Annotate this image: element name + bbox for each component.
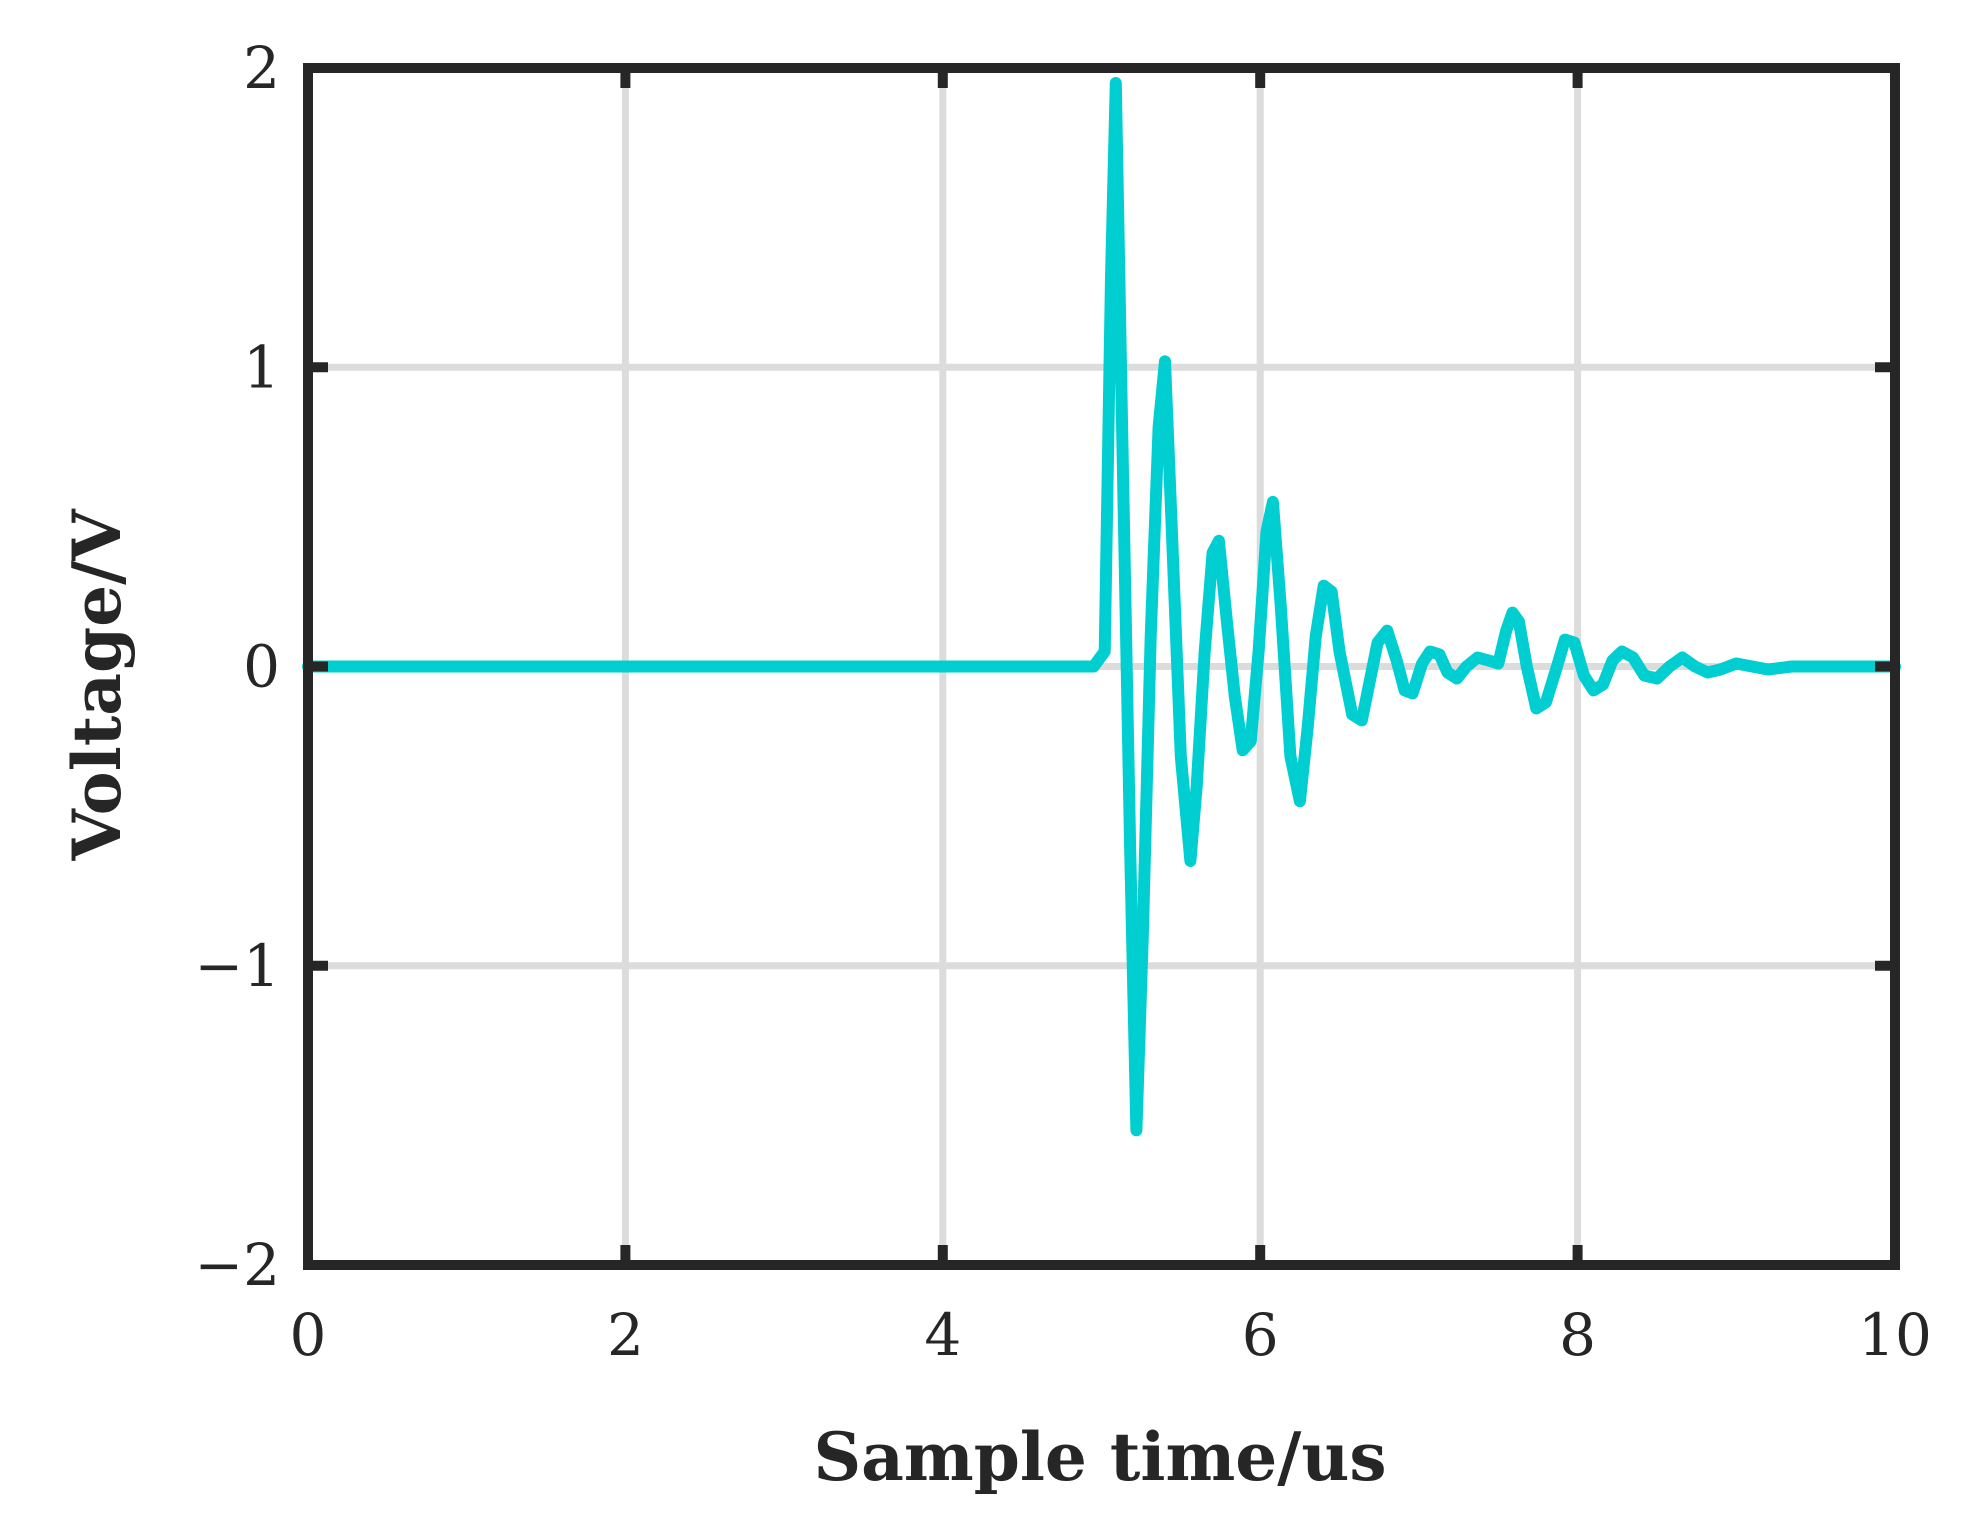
- x-tick-label: 2: [607, 1301, 644, 1369]
- y-tick-label: 0: [243, 633, 280, 701]
- y-axis-title: Voltage/V: [58, 508, 136, 862]
- y-tick-label: −2: [195, 1231, 281, 1299]
- series-line: [302, 77, 1901, 1137]
- x-tick-label: 4: [924, 1301, 961, 1369]
- y-tick-label: 2: [243, 34, 280, 102]
- x-tick-label: 6: [1242, 1301, 1279, 1369]
- x-axis-title: Sample time/us: [813, 1418, 1386, 1496]
- tick-labels: 0 2 4 6 8 10 −2 −1 0 1 2: [195, 34, 1932, 1369]
- x-tick-label: 10: [1858, 1301, 1932, 1369]
- series-layer: [302, 77, 1901, 1137]
- y-tick-label: 1: [243, 333, 280, 401]
- x-tick-label: 0: [290, 1301, 327, 1369]
- y-tick-label: −1: [195, 932, 281, 1000]
- x-tick-label: 8: [1559, 1301, 1596, 1369]
- axes: [303, 63, 1900, 1270]
